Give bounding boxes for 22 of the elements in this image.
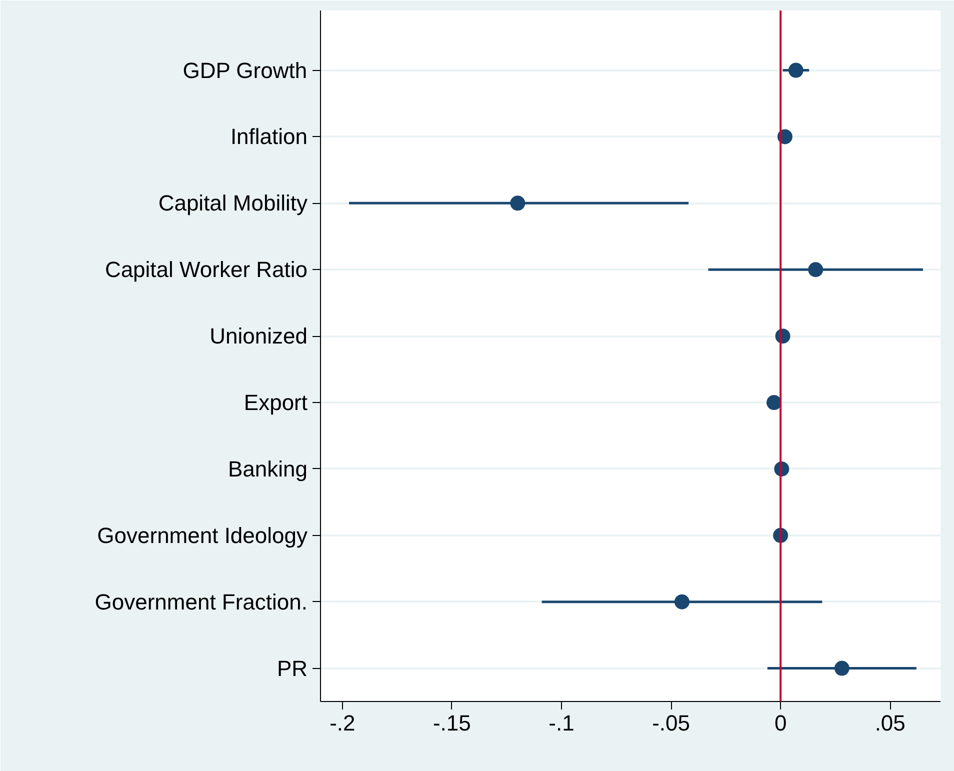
point [788,62,804,78]
x-tick-label: -.05 [652,710,690,736]
y-tick-label: PR [276,656,308,681]
x-tick-label: -.2 [330,710,356,736]
x-tick-label: .05 [874,710,906,736]
y-tick-label: Banking [228,456,308,482]
y-tick-label: Unionized [210,324,308,349]
y-tick-label: Capital Mobility [158,190,308,216]
point [510,196,526,211]
x-tick-label: -.1 [548,710,574,736]
y-tick-label: GDP Growth [182,58,308,83]
y-tick-label: Government Fraction. [94,589,308,614]
point [674,594,690,610]
point [808,262,824,278]
x-tick-label: 0 [774,710,787,736]
y-tick-label: Government Ideology [97,522,308,548]
x-tick-label: -.15 [432,710,471,736]
point [834,660,850,676]
y-tick-label: Inflation [230,124,308,150]
y-tick-label: Capital Worker Ratio [104,257,308,282]
y-tick-label: Export [244,390,308,416]
point [766,395,782,410]
